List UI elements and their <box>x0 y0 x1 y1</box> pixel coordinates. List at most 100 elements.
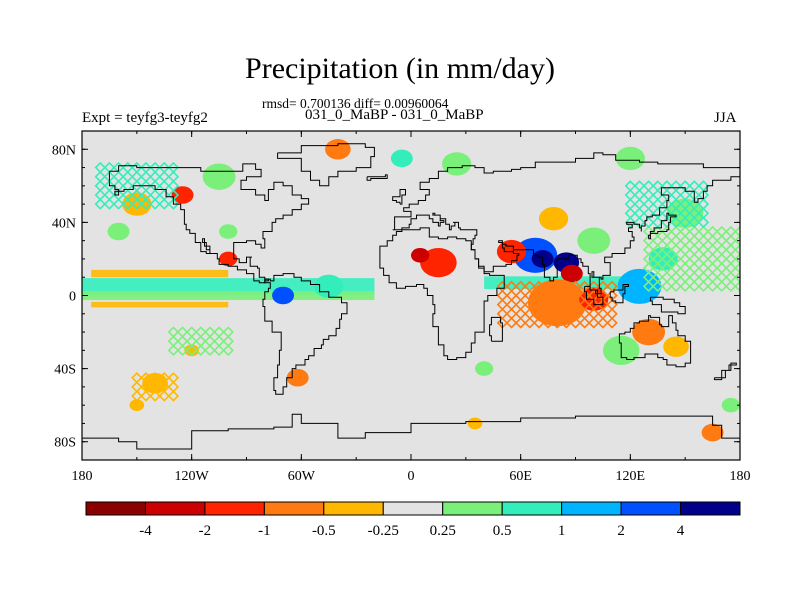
diamond-cell <box>158 180 170 192</box>
lon-tick-label: 0 <box>408 469 415 484</box>
anomaly-patch <box>272 286 295 305</box>
diamond-cell <box>94 198 106 210</box>
diamond-cell <box>688 244 701 256</box>
coastline <box>392 152 740 295</box>
diamond-cell <box>734 225 740 238</box>
lat-tick-label: 80S <box>54 436 76 451</box>
diamond-cell <box>569 298 582 311</box>
diamond-cell <box>560 317 573 329</box>
coastline <box>366 174 388 181</box>
diamond-cell <box>597 308 609 320</box>
diamond-cell <box>624 189 637 201</box>
diamond-cell <box>706 280 719 293</box>
diamond-cell <box>670 280 682 293</box>
diamond-cell <box>533 317 545 329</box>
diamond-cell <box>140 381 152 393</box>
anomaly-band <box>91 269 229 278</box>
diamond-cell <box>706 253 719 265</box>
diamond-cell <box>661 262 673 274</box>
diamond-cell <box>670 189 682 201</box>
diamond-cell <box>642 262 655 274</box>
diamond-cell <box>112 198 125 210</box>
diamond-cell <box>688 216 701 229</box>
diamond-cell <box>167 198 180 210</box>
diamond-cell <box>121 189 134 201</box>
coastline <box>618 315 692 368</box>
colorbar-label: 4 <box>677 523 685 539</box>
anomaly-patch <box>325 139 351 160</box>
diamond-cell <box>542 289 554 302</box>
diamond-cell <box>697 207 710 219</box>
lon-tick-label: 60W <box>288 469 316 484</box>
diamond-cell <box>560 280 573 293</box>
diamond-cell <box>679 234 691 247</box>
anomaly-patch <box>632 318 666 346</box>
diamond-cell <box>158 170 170 183</box>
diamond-cell <box>697 280 710 293</box>
diamond-cell <box>688 234 701 247</box>
diamond-cell <box>185 335 198 347</box>
diamond-pattern <box>131 372 180 402</box>
diamond-cell <box>588 298 600 311</box>
figure-title: Precipitation (in mm/day) <box>245 52 555 85</box>
diamond-cell <box>542 280 554 293</box>
anomaly-patch <box>202 163 236 190</box>
diamond-cell <box>642 253 655 265</box>
colorbar-swatch <box>561 501 622 516</box>
diamond-cell <box>725 225 737 238</box>
diamond-cell <box>670 207 682 219</box>
axis-ticks: 180 120W 60W 0 60E 120E 180 80N 40N 0 40S 80S <box>52 130 751 484</box>
diamond-cell <box>652 207 664 219</box>
diamond-cell <box>661 271 673 283</box>
diamond-cell <box>551 289 563 302</box>
diamond-cell <box>542 298 554 311</box>
diamond-cell <box>606 317 618 329</box>
diamond-cell <box>652 234 664 247</box>
diamond-cell <box>569 289 582 302</box>
diamond-cell <box>633 180 646 192</box>
season-label: JJA <box>714 110 737 126</box>
diamond-cell <box>542 308 554 320</box>
coastline-layer <box>82 143 740 450</box>
coastline <box>262 273 348 395</box>
diamond-cell <box>642 198 655 210</box>
diamond-cell <box>158 161 170 174</box>
diamond-cell <box>679 271 691 283</box>
diamond-cell <box>560 308 573 320</box>
diamond-cell <box>633 198 646 210</box>
diamond-cell <box>185 326 198 338</box>
diamond-cell <box>149 372 161 384</box>
lat-tick-label: 40S <box>54 363 76 378</box>
diamond-cell <box>195 335 207 347</box>
diamond-cell <box>652 189 664 201</box>
diamond-cell <box>94 170 106 183</box>
diamond-cell <box>652 280 664 293</box>
diamond-cell <box>670 262 682 274</box>
diamond-cell <box>606 308 618 320</box>
diamond-cell <box>697 262 710 274</box>
diamond-cell <box>167 372 180 384</box>
diamond-cell <box>551 298 563 311</box>
diamond-cell <box>624 216 637 229</box>
diamond-cell <box>131 180 143 192</box>
diamond-cell <box>121 180 134 192</box>
diamond-cell <box>578 308 591 320</box>
diamond-cell <box>716 271 728 283</box>
diamond-pattern <box>642 225 740 293</box>
diamond-cell <box>167 390 180 402</box>
diamond-cell <box>661 180 673 192</box>
lat-tick-label: 80N <box>52 143 76 158</box>
diamond-cell <box>569 317 582 329</box>
diamond-cell <box>140 170 152 183</box>
diamond-cell <box>176 326 189 338</box>
diamond-cell <box>213 326 225 338</box>
colorbar-label: -0.5 <box>312 523 336 539</box>
anomaly-patch <box>442 152 472 176</box>
diamond-cell <box>222 344 234 357</box>
diamond-cell <box>697 253 710 265</box>
colorbar-label: -2 <box>199 523 212 539</box>
diamond-cell <box>103 189 116 201</box>
diamond-cell <box>560 298 573 311</box>
coastline <box>713 362 737 381</box>
anomaly-patch <box>721 397 740 413</box>
